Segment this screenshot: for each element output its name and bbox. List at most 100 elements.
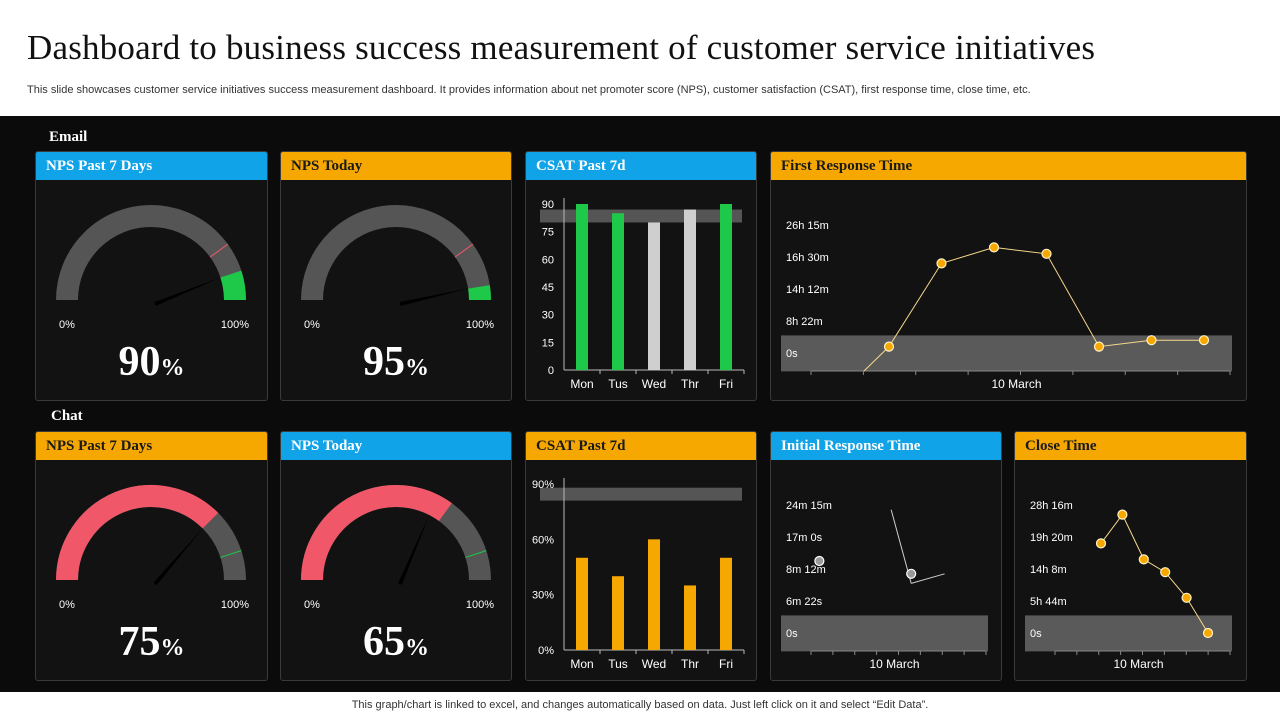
- gauge-min-label: 0%: [59, 599, 75, 611]
- y-tick-label: 0: [548, 365, 554, 377]
- gauge-fill: [220, 270, 246, 301]
- panel-chat-csat[interactable]: CSAT Past 7d 0% 30% 60% 90% Mon Tus Wed Thr Fri: [525, 431, 757, 681]
- gauge-value-unit: %: [405, 355, 429, 381]
- gauge-value-number: 90: [118, 339, 161, 385]
- x-tick-label: Fri: [719, 377, 733, 391]
- y-tick-label: 16h 30m: [786, 252, 829, 264]
- data-point: [1181, 592, 1192, 603]
- gauge-marker: [220, 550, 242, 558]
- panel-first-response-time[interactable]: First Response Time 0s 8h 22m 14h 12m 16h 3…: [770, 151, 1247, 401]
- gauge-value-unit: %: [405, 635, 429, 661]
- gauge-chat-nps-today: 0% 100% 65%: [281, 460, 511, 678]
- bar: [612, 213, 624, 370]
- y-tick-label: 6m 22s: [786, 596, 823, 608]
- y-tick-label: 15: [542, 337, 554, 349]
- series-line: [888, 246, 1204, 348]
- gauge-email-nps-today: 0% 100% 95%: [281, 180, 511, 398]
- line-chart-svg: 0s 6m 22s 8m 12m 17m 0s 24m 15m 10 March: [781, 500, 988, 671]
- panel-title: NPS Past 7 Days: [36, 152, 267, 180]
- gauge-max-label: 100%: [221, 599, 249, 611]
- gauge-email-nps-7-days: 0% 100% 90%: [36, 180, 267, 398]
- panel-chat-nps-today[interactable]: NPS Today 0% 100% 65%: [280, 431, 512, 681]
- bar: [576, 557, 588, 650]
- x-tick-label: Mon: [570, 657, 593, 671]
- gauge-value: 65%: [281, 618, 511, 666]
- data-point: [936, 258, 947, 269]
- highlight-band: [1025, 615, 1232, 652]
- panel-title: First Response Time: [771, 152, 1246, 180]
- panel-title: NPS Today: [281, 152, 511, 180]
- y-tick-label: 24m 15m: [786, 500, 832, 512]
- gauge-max-label: 100%: [466, 319, 494, 331]
- gauge-min-label: 0%: [304, 599, 320, 611]
- gauge-fill: [301, 485, 452, 581]
- panel-title: Close Time: [1015, 432, 1246, 460]
- data-point: [1160, 567, 1171, 578]
- gauge-needle: [399, 288, 470, 306]
- y-tick-label: 28h 16m: [1030, 500, 1073, 512]
- data-point: [1041, 248, 1052, 259]
- x-axis-label: 10 March: [991, 377, 1041, 391]
- panel-close-time[interactable]: Close Time 0s 5h 44m 14h 8m 19h 20m 28h 16m 1…: [1014, 431, 1247, 681]
- gauge-marker: [454, 243, 474, 258]
- line-chart-first-response-time: 0s 8h 22m 14h 12m 16h 30m 26h 15m 10 March: [771, 180, 1246, 398]
- series-line-segment: [863, 346, 890, 372]
- y-tick-label: 90%: [532, 479, 554, 491]
- gauge-value-number: 95: [363, 339, 405, 385]
- gauge-value: 75%: [36, 618, 267, 666]
- panel-email-nps-7-days[interactable]: NPS Past 7 Days 0% 100% 90%: [35, 151, 268, 401]
- bar: [720, 557, 732, 650]
- line-chart-close-time: 0s 5h 44m 14h 8m 19h 20m 28h 16m 10 March: [1015, 460, 1246, 678]
- x-tick-label: Thr: [681, 657, 699, 671]
- gauge-fill: [56, 485, 219, 581]
- panel-title: NPS Today: [281, 432, 511, 460]
- gauge-max-label: 100%: [221, 319, 249, 331]
- panel-email-csat[interactable]: CSAT Past 7d 0 15 30 45 60 75 90 Mon Tus Wed Thr Fr…: [525, 151, 757, 401]
- gauge-needle: [154, 277, 222, 306]
- bar-chart-email-csat: 0 15 30 45 60 75 90 Mon Tus Wed Thr Fri: [526, 180, 756, 398]
- gauge-svg: 0% 100%: [56, 485, 249, 611]
- data-point: [988, 242, 1000, 253]
- gauge-value-unit: %: [160, 635, 185, 661]
- x-axis-label: 10 March: [869, 657, 919, 671]
- gauge-fill: [468, 285, 491, 301]
- y-tick-label: 0s: [786, 628, 798, 640]
- series-line: [1100, 513, 1209, 634]
- x-tick-label: Thr: [681, 377, 699, 391]
- bar-chart-chat-csat: 0% 30% 60% 90% Mon Tus Wed Thr Fri: [526, 460, 756, 678]
- dashboard-area: Email Chat NPS Past 7 Days 0% 100% 90% NPS…: [0, 116, 1280, 692]
- y-tick-label: 45: [542, 282, 554, 294]
- gauge-svg: 0% 100%: [56, 205, 249, 331]
- gauge-min-label: 0%: [59, 319, 75, 331]
- y-tick-label: 26h 15m: [786, 220, 829, 232]
- gauge-chat-nps-7-days: 0% 100% 75%: [36, 460, 267, 678]
- panel-initial-response-time[interactable]: Initial Response Time 0s 6m 22s 8m 12m 17m …: [770, 431, 1002, 681]
- y-tick-label: 14h 8m: [1030, 564, 1067, 576]
- gauge-value: 90%: [36, 338, 267, 386]
- data-point: [1198, 335, 1210, 346]
- highlight-band: [781, 335, 1232, 372]
- bar: [576, 204, 588, 370]
- y-tick-label: 0%: [538, 645, 554, 657]
- y-tick-label: 60%: [532, 534, 554, 546]
- section-label-chat: Chat: [51, 408, 83, 424]
- y-tick-label: 8m 12m: [786, 564, 826, 576]
- gauge-needle: [153, 527, 204, 586]
- panel-chat-nps-7-days[interactable]: NPS Past 7 Days 0% 100% 75%: [35, 431, 268, 681]
- panel-title: CSAT Past 7d: [526, 152, 756, 180]
- data-point: [1093, 341, 1105, 352]
- bar: [612, 576, 624, 650]
- data-point: [883, 341, 895, 352]
- y-tick-label: 30%: [532, 590, 554, 602]
- panel-title: NPS Past 7 Days: [36, 432, 267, 460]
- y-tick-label: 5h 44m: [1030, 596, 1067, 608]
- data-point: [1138, 554, 1149, 565]
- gauge-value: 95%: [281, 338, 511, 386]
- bar: [648, 222, 660, 370]
- panel-email-nps-today[interactable]: NPS Today 0% 100% 95%: [280, 151, 512, 401]
- y-tick-label: 14h 12m: [786, 284, 829, 296]
- gauge-svg: 0% 100%: [301, 205, 494, 331]
- bar-chart-svg: 0 15 30 45 60 75 90 Mon Tus Wed Thr Fri: [540, 198, 745, 391]
- y-tick-label: 17m 0s: [786, 532, 823, 544]
- gauge-marker: [209, 243, 229, 258]
